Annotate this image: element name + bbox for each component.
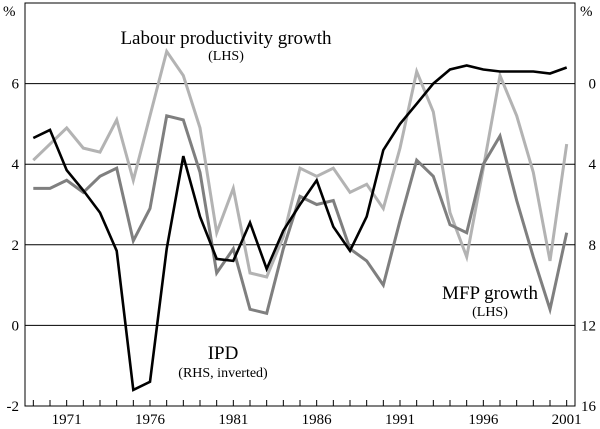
right-tick-label: 16 — [581, 399, 597, 415]
x-tick-marks — [32, 400, 568, 406]
series-line-labour-productivity-growth — [32, 47, 569, 279]
right-tick-label: 12 — [581, 318, 596, 334]
gridlines — [25, 83, 575, 326]
annotation-labour-title: Labour productivity growth — [120, 28, 332, 49]
left-tick-label: -2 — [7, 399, 20, 415]
x-tick-label: 1976 — [135, 412, 166, 428]
annotation-mfp-sub: (LHS) — [472, 305, 508, 320]
left-tick-label: 2 — [12, 238, 20, 254]
series-line-ipd — [32, 64, 568, 392]
right-tick-label: 0 — [589, 77, 597, 93]
right-tick-label: 4 — [589, 157, 597, 173]
x-tick-label: 1981 — [218, 412, 248, 428]
x-tick-label: 2001 — [552, 412, 582, 428]
series-line-mfp-growth — [33, 113, 569, 316]
annotation-labour-sub: (LHS) — [208, 49, 244, 64]
annotation-mfp-title: MFP growth — [442, 283, 538, 304]
right-tick-label: 8 — [589, 238, 597, 254]
left-tick-label: 4 — [12, 157, 20, 173]
left-unit-label: % — [3, 4, 16, 20]
annotation-ipd-sub: (RHS, inverted) — [178, 366, 268, 381]
x-tick-label: 1996 — [468, 412, 499, 428]
x-tick-label: 1971 — [52, 412, 82, 428]
x-tick-label: 1991 — [385, 412, 415, 428]
left-tick-label: 6 — [12, 77, 20, 93]
x-tick-label: 1986 — [302, 412, 333, 428]
tick-labels: -2 0 2 4 6 16 12 8 4 0 1971 1976 1981 1986 1991 1996 200… — [7, 77, 597, 428]
annotation-ipd-title: IPD — [208, 343, 239, 364]
series-lines — [32, 47, 569, 392]
left-tick-label: 0 — [12, 318, 20, 334]
right-unit-label: % — [580, 4, 593, 20]
